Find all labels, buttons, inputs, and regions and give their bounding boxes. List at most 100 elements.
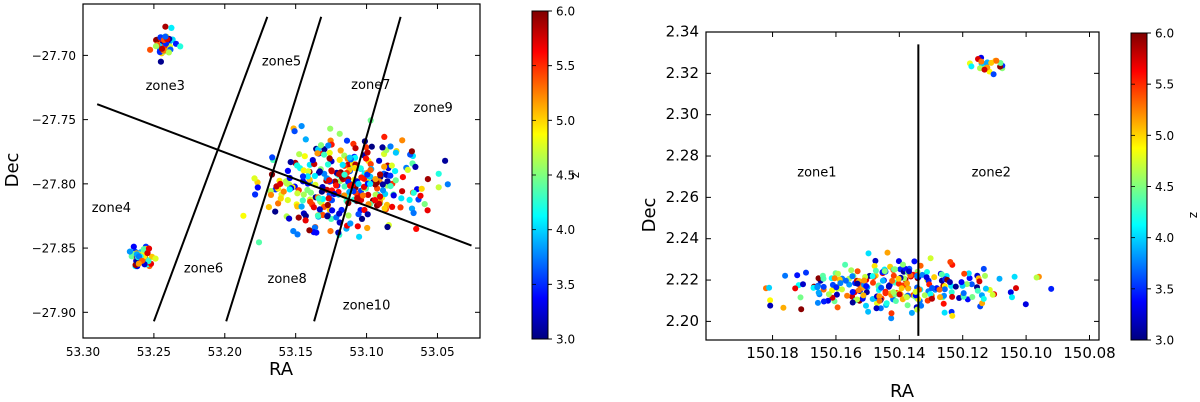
scatter-point: [294, 190, 301, 197]
scatter-point: [978, 58, 985, 65]
scatter-point: [839, 286, 845, 293]
scatter-point: [952, 283, 959, 290]
scatter-point: [800, 281, 806, 288]
scatter-point: [314, 212, 322, 219]
scatter-point: [358, 174, 365, 181]
scatter-point: [833, 291, 840, 298]
scatter-point: [347, 220, 354, 227]
scatter-point: [794, 272, 801, 279]
colorbar-left: 3.0 3.5 4.0 4.5 5.0 5.5 6.0 z: [531, 5, 583, 347]
scatter-point: [903, 294, 910, 301]
scatter-point: [286, 186, 293, 193]
scatter-point: [860, 292, 867, 299]
scatter-point: [888, 315, 895, 322]
x-tick-label: 150.14: [873, 344, 926, 362]
scatter-point: [165, 49, 172, 56]
scatter-point: [286, 215, 293, 222]
zone-label: zone3: [146, 79, 185, 94]
scatter-point: [298, 123, 305, 130]
scatter-point: [931, 274, 938, 281]
zone-label: zone6: [184, 261, 223, 276]
scatter-point: [324, 201, 331, 209]
scatter-point: [834, 304, 841, 311]
scatter-point: [296, 151, 303, 158]
scatter-point: [872, 257, 879, 264]
scatter-point: [833, 284, 840, 291]
scatter-point: [782, 272, 789, 279]
scatter-point: [157, 58, 164, 65]
scatter-point: [870, 279, 876, 286]
plot-frame-left: [82, 3, 481, 339]
scatter-point: [335, 171, 343, 178]
scatter-point: [345, 212, 352, 219]
plot-frame-right: [705, 31, 1100, 341]
zone-boundaries-left: [96, 16, 472, 322]
scatter-point: [306, 227, 313, 234]
scatter-point: [863, 302, 869, 309]
y-tick-label: 2.26: [666, 188, 699, 206]
scatter-point: [371, 197, 379, 204]
scatter-point: [767, 302, 774, 309]
scatter-point: [418, 185, 425, 192]
scatter-point: [372, 176, 379, 183]
scatter-point: [968, 63, 975, 70]
colorbar-tick-label: 3.5: [556, 278, 575, 292]
scatter-point: [900, 261, 906, 268]
scatter-point: [906, 268, 912, 275]
scatter-point: [299, 173, 307, 180]
scatter-point: [885, 283, 892, 290]
scatter-point: [947, 259, 954, 265]
scatter-point: [367, 161, 374, 168]
scatter-point: [130, 243, 137, 250]
scatter-point: [814, 284, 821, 291]
scatter-point: [941, 286, 948, 293]
scatter-point: [878, 284, 885, 291]
scatter-point: [277, 180, 284, 187]
scatter-point: [398, 195, 405, 202]
scatter-point: [326, 177, 333, 184]
scatter-point: [1048, 285, 1055, 292]
scatter-point: [966, 275, 973, 282]
y-tick-label: 2.22: [666, 271, 699, 289]
scatter-point: [269, 154, 276, 161]
scatter-point: [254, 184, 261, 191]
scatter-point: [314, 150, 321, 157]
scatter-point: [410, 209, 417, 217]
scatter-point: [295, 214, 302, 221]
zone-label: zone1: [797, 166, 836, 181]
scatter-point: [326, 155, 333, 162]
scatter-point: [399, 188, 406, 195]
colorbar-tick-label: 6.0: [556, 5, 575, 19]
scatter-point: [892, 266, 898, 273]
scatter-point: [969, 294, 976, 300]
scatter-point: [911, 258, 918, 265]
scatter-point: [376, 200, 383, 207]
scatter-point: [941, 309, 948, 316]
scatter-point: [162, 23, 169, 30]
scatter-point: [337, 147, 344, 154]
scatter-point: [1013, 285, 1019, 292]
scatter-point: [251, 175, 258, 182]
scatter-point: [993, 57, 1000, 64]
x-tick-label: 150.16: [810, 344, 863, 362]
scatter-point: [960, 290, 967, 297]
scatter-point: [324, 213, 331, 220]
scatter-point: [384, 178, 391, 185]
scatter-point: [989, 291, 996, 298]
scatter-point: [336, 156, 343, 163]
scatter-point: [421, 201, 428, 208]
scatter-point: [797, 294, 804, 301]
scatter-point: [968, 281, 975, 288]
scatter-point: [884, 249, 891, 256]
scatter-point: [1007, 289, 1014, 296]
x-tick-label: 53.10: [349, 345, 383, 359]
scatter-point: [310, 204, 317, 211]
y-tick-label: 2.30: [666, 105, 699, 123]
scatter-point: [976, 278, 983, 285]
scatter-point: [412, 163, 419, 170]
zone-label: zone5: [262, 55, 301, 70]
scatter-point: [364, 171, 371, 178]
scatter-point: [299, 197, 306, 204]
scatter-point: [921, 292, 928, 299]
y-tick-label: −27.80: [32, 177, 76, 191]
